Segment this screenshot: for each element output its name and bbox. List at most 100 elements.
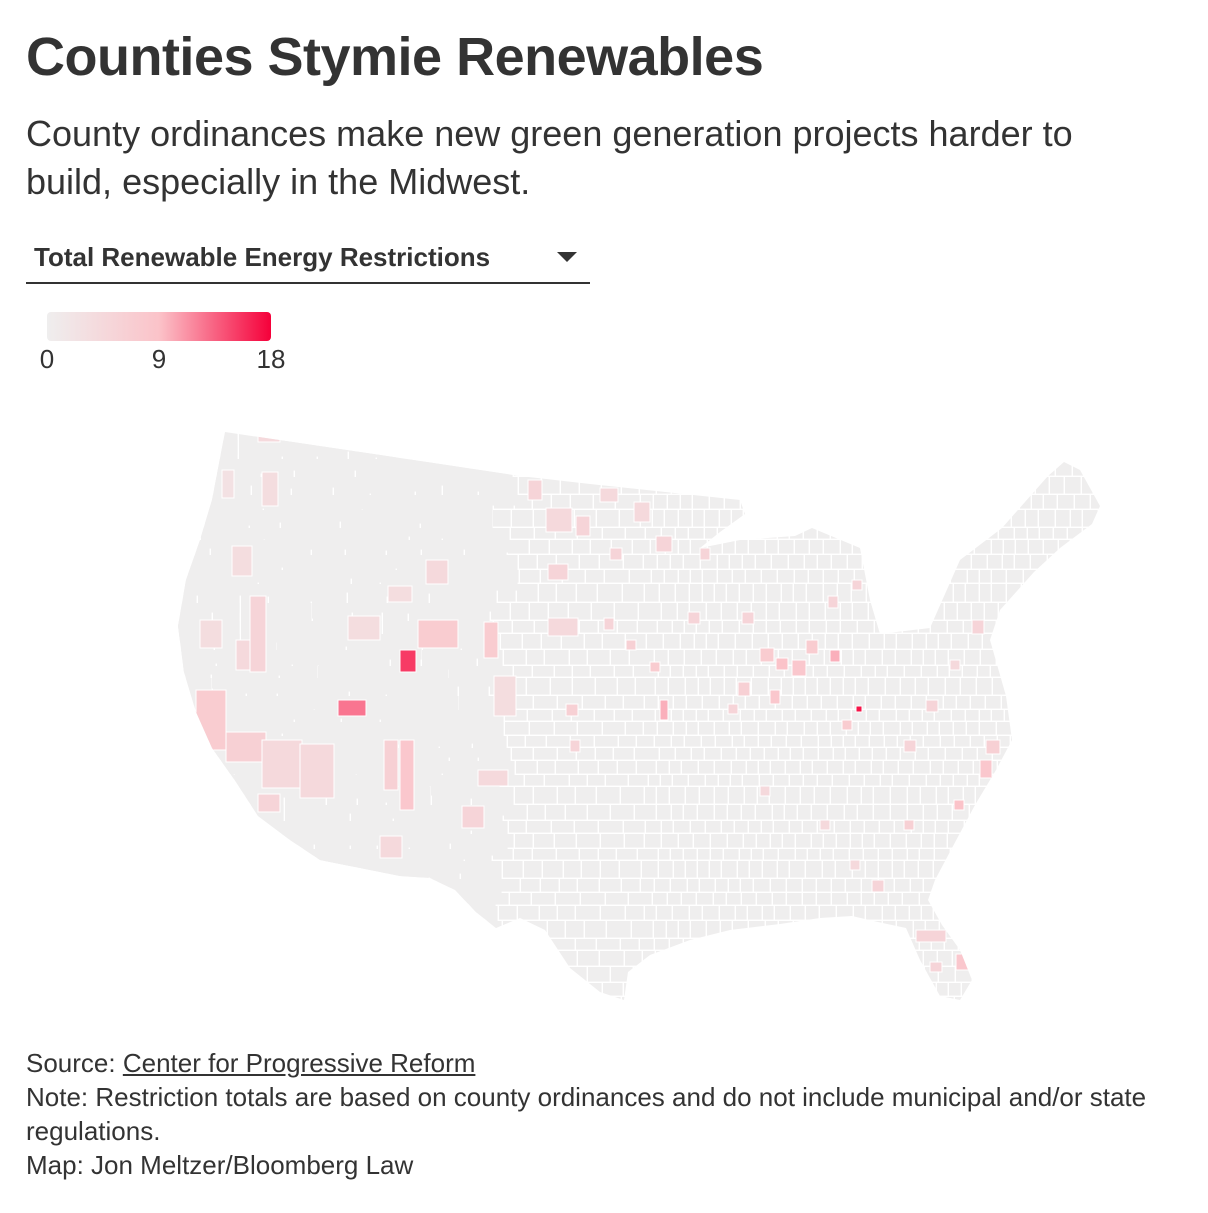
county[interactable]: [1014, 634, 1030, 649]
county[interactable]: [530, 540, 549, 554]
county[interactable]: [274, 879, 303, 907]
county[interactable]: [764, 849, 778, 860]
county[interactable]: [697, 893, 713, 905]
county[interactable]: [787, 997, 798, 1015]
county[interactable]: [916, 997, 927, 1015]
county[interactable]: [837, 951, 853, 966]
county[interactable]: [503, 861, 523, 878]
county[interactable]: [698, 967, 711, 982]
county[interactable]: [542, 477, 560, 494]
county[interactable]: [577, 834, 600, 848]
county[interactable]: [924, 821, 935, 833]
county[interactable]: [673, 906, 689, 920]
county[interactable]: [686, 861, 697, 878]
county[interactable]: [959, 939, 975, 950]
county[interactable]: [685, 621, 696, 633]
county[interactable]: [803, 879, 816, 892]
county[interactable]: [801, 787, 814, 804]
county[interactable]: [667, 921, 678, 938]
county[interactable]: [593, 440, 612, 458]
county[interactable]: [458, 951, 487, 983]
county[interactable]: [208, 921, 235, 950]
county[interactable]: [724, 710, 740, 721]
county[interactable]: [966, 584, 979, 602]
county[interactable]: [891, 834, 906, 848]
county[interactable]: [718, 528, 732, 539]
county[interactable]: [629, 775, 648, 786]
county[interactable]: [1076, 893, 1089, 905]
county[interactable]: [797, 495, 812, 509]
county[interactable]: [1048, 634, 1064, 649]
county[interactable]: [594, 425, 611, 439]
county[interactable]: [812, 834, 823, 848]
county[interactable]: [804, 775, 817, 786]
county[interactable]: [217, 939, 246, 960]
county[interactable]: [778, 528, 789, 539]
county[interactable]: [897, 634, 912, 649]
county[interactable]: [692, 748, 704, 760]
county[interactable]: [782, 678, 793, 695]
county[interactable]: [740, 849, 751, 860]
county[interactable]: [542, 634, 561, 649]
county[interactable]: [1106, 650, 1122, 665]
county[interactable]: [1039, 678, 1053, 695]
county[interactable]: [851, 821, 864, 833]
county[interactable]: [924, 650, 935, 665]
county[interactable]: [1040, 459, 1055, 476]
county[interactable]: [872, 983, 884, 996]
county[interactable]: [835, 821, 850, 833]
county[interactable]: [1099, 510, 1114, 527]
county[interactable]: [810, 603, 825, 620]
county[interactable]: [1003, 555, 1014, 569]
county[interactable]: [951, 893, 962, 905]
county[interactable]: [909, 967, 924, 982]
county[interactable]: [802, 666, 813, 677]
county[interactable]: [1106, 748, 1120, 760]
county[interactable]: [875, 834, 890, 848]
county[interactable]: [1044, 495, 1057, 509]
county[interactable]: [774, 821, 789, 833]
county[interactable]: [578, 722, 602, 735]
county[interactable]: [660, 584, 675, 602]
county[interactable]: [558, 906, 575, 920]
county[interactable]: [857, 921, 869, 938]
county[interactable]: [600, 951, 624, 966]
county[interactable]: [1074, 555, 1087, 569]
county[interactable]: [1010, 459, 1023, 476]
county[interactable]: [879, 555, 893, 569]
county[interactable]: [771, 510, 786, 527]
county[interactable]: [819, 736, 831, 747]
county[interactable]: [1020, 495, 1031, 509]
county[interactable]: [945, 510, 956, 527]
county[interactable]: [978, 748, 992, 760]
county[interactable]: [684, 939, 700, 950]
county[interactable]: [940, 722, 953, 735]
county[interactable]: [519, 967, 543, 982]
county[interactable]: [583, 696, 605, 709]
county[interactable]: [754, 621, 766, 633]
county[interactable]: [1006, 495, 1019, 509]
county[interactable]: [640, 939, 654, 950]
county[interactable]: [778, 983, 794, 996]
county[interactable]: [927, 477, 940, 494]
county[interactable]: [592, 603, 614, 620]
county[interactable]: [516, 761, 537, 774]
county[interactable]: [893, 775, 909, 786]
county[interactable]: [658, 425, 670, 439]
county[interactable]: [766, 921, 778, 938]
county[interactable]: [993, 879, 1007, 892]
county[interactable]: [720, 510, 731, 527]
county[interactable]: [891, 805, 907, 820]
county[interactable]: [1062, 906, 1076, 920]
county[interactable]: [580, 621, 598, 633]
county-highlight[interactable]: [737, 681, 751, 697]
county[interactable]: [1055, 425, 1066, 439]
county[interactable]: [270, 834, 314, 860]
county[interactable]: [793, 967, 805, 982]
county[interactable]: [512, 510, 533, 527]
county[interactable]: [1024, 666, 1038, 677]
county[interactable]: [904, 528, 917, 539]
county[interactable]: [824, 570, 838, 583]
county[interactable]: [254, 983, 289, 1016]
county[interactable]: [896, 696, 911, 709]
